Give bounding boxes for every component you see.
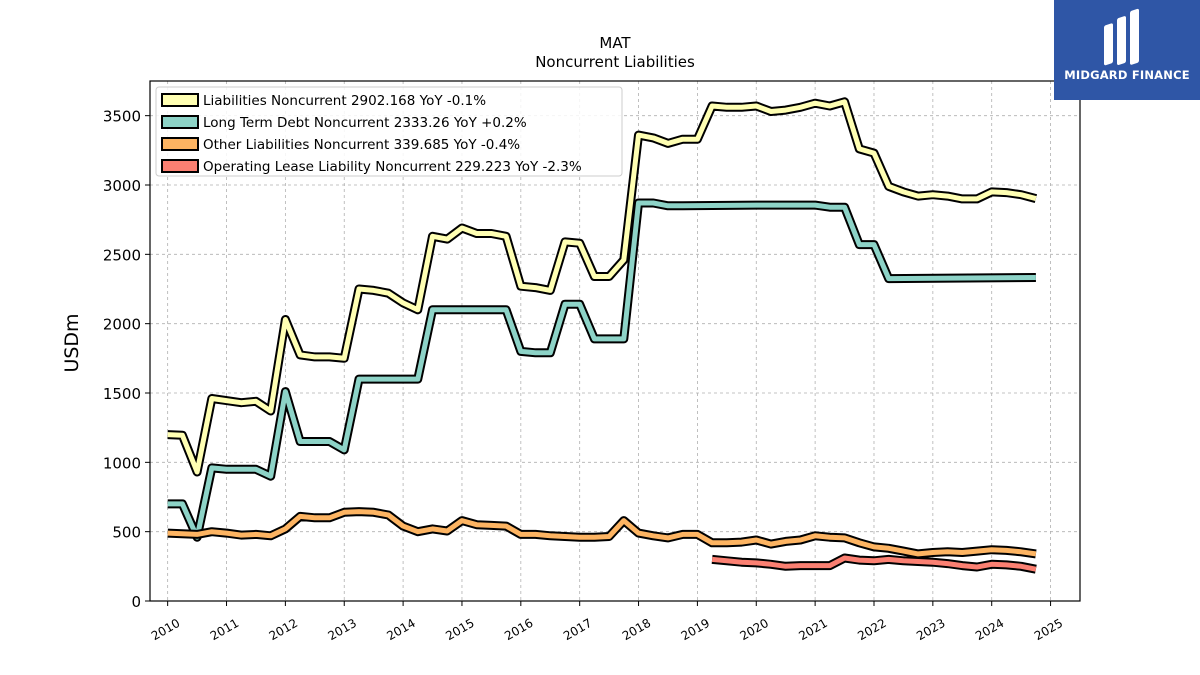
x-tick-label: 2012	[267, 616, 300, 643]
legend-label: Long Term Debt Noncurrent 2333.26 YoY +0…	[203, 115, 527, 131]
x-tick-label: 2022	[855, 616, 888, 643]
x-tick-label: 2023	[914, 616, 947, 643]
legend-swatch	[161, 115, 199, 129]
legend-swatch	[161, 159, 199, 173]
chart-title: MAT	[599, 34, 631, 52]
chart-subtitle: Noncurrent Liabilities	[535, 53, 695, 71]
x-tick-label: 2025	[1032, 616, 1065, 643]
x-tick-label: 2014	[384, 616, 417, 643]
legend-swatch	[161, 93, 199, 107]
brand-mark-icon	[1104, 8, 1139, 66]
legend-label: Other Liabilities Noncurrent 339.685 YoY…	[203, 137, 520, 153]
x-tick-label: 2019	[679, 616, 712, 643]
series-line	[167, 509, 1037, 557]
brand-name: MIDGARD FINANCE	[1064, 68, 1190, 82]
legend-label: Liabilities Noncurrent 2902.168 YoY -0.1…	[203, 93, 486, 109]
series-line	[167, 99, 1037, 475]
legend-box	[155, 86, 623, 177]
y-tick-label: 3500	[103, 108, 141, 126]
legend-label: Operating Lease Liability Noncurrent 229…	[203, 159, 582, 175]
x-tick-label: 2016	[502, 616, 535, 643]
legend-swatch	[161, 137, 199, 151]
x-tick-label: 2021	[796, 616, 829, 643]
series-line-outline	[167, 198, 1036, 542]
y-tick-label: 500	[112, 524, 141, 542]
brand-logo: MIDGARD FINANCE	[1054, 0, 1200, 100]
series-line	[711, 555, 1037, 572]
x-tick-label: 2010	[149, 616, 182, 643]
y-tick-label: 3000	[103, 177, 141, 195]
x-tick-label: 2017	[561, 616, 594, 643]
x-tick-label: 2018	[620, 616, 653, 643]
plot-frame	[149, 80, 1081, 602]
y-tick-label: 1500	[103, 385, 141, 403]
y-tick-label: 1000	[103, 454, 141, 472]
x-tick-label: 2015	[443, 616, 476, 643]
x-tick-label: 2020	[738, 616, 771, 643]
series-line	[167, 200, 1036, 540]
x-tick-label: 2013	[326, 616, 359, 643]
y-tick-label: 2500	[103, 246, 141, 264]
y-tick-label: 2000	[103, 316, 141, 334]
y-tick-label: 0	[131, 593, 141, 611]
x-tick-label: 2011	[208, 616, 241, 643]
x-tick-label: 2024	[973, 616, 1006, 643]
